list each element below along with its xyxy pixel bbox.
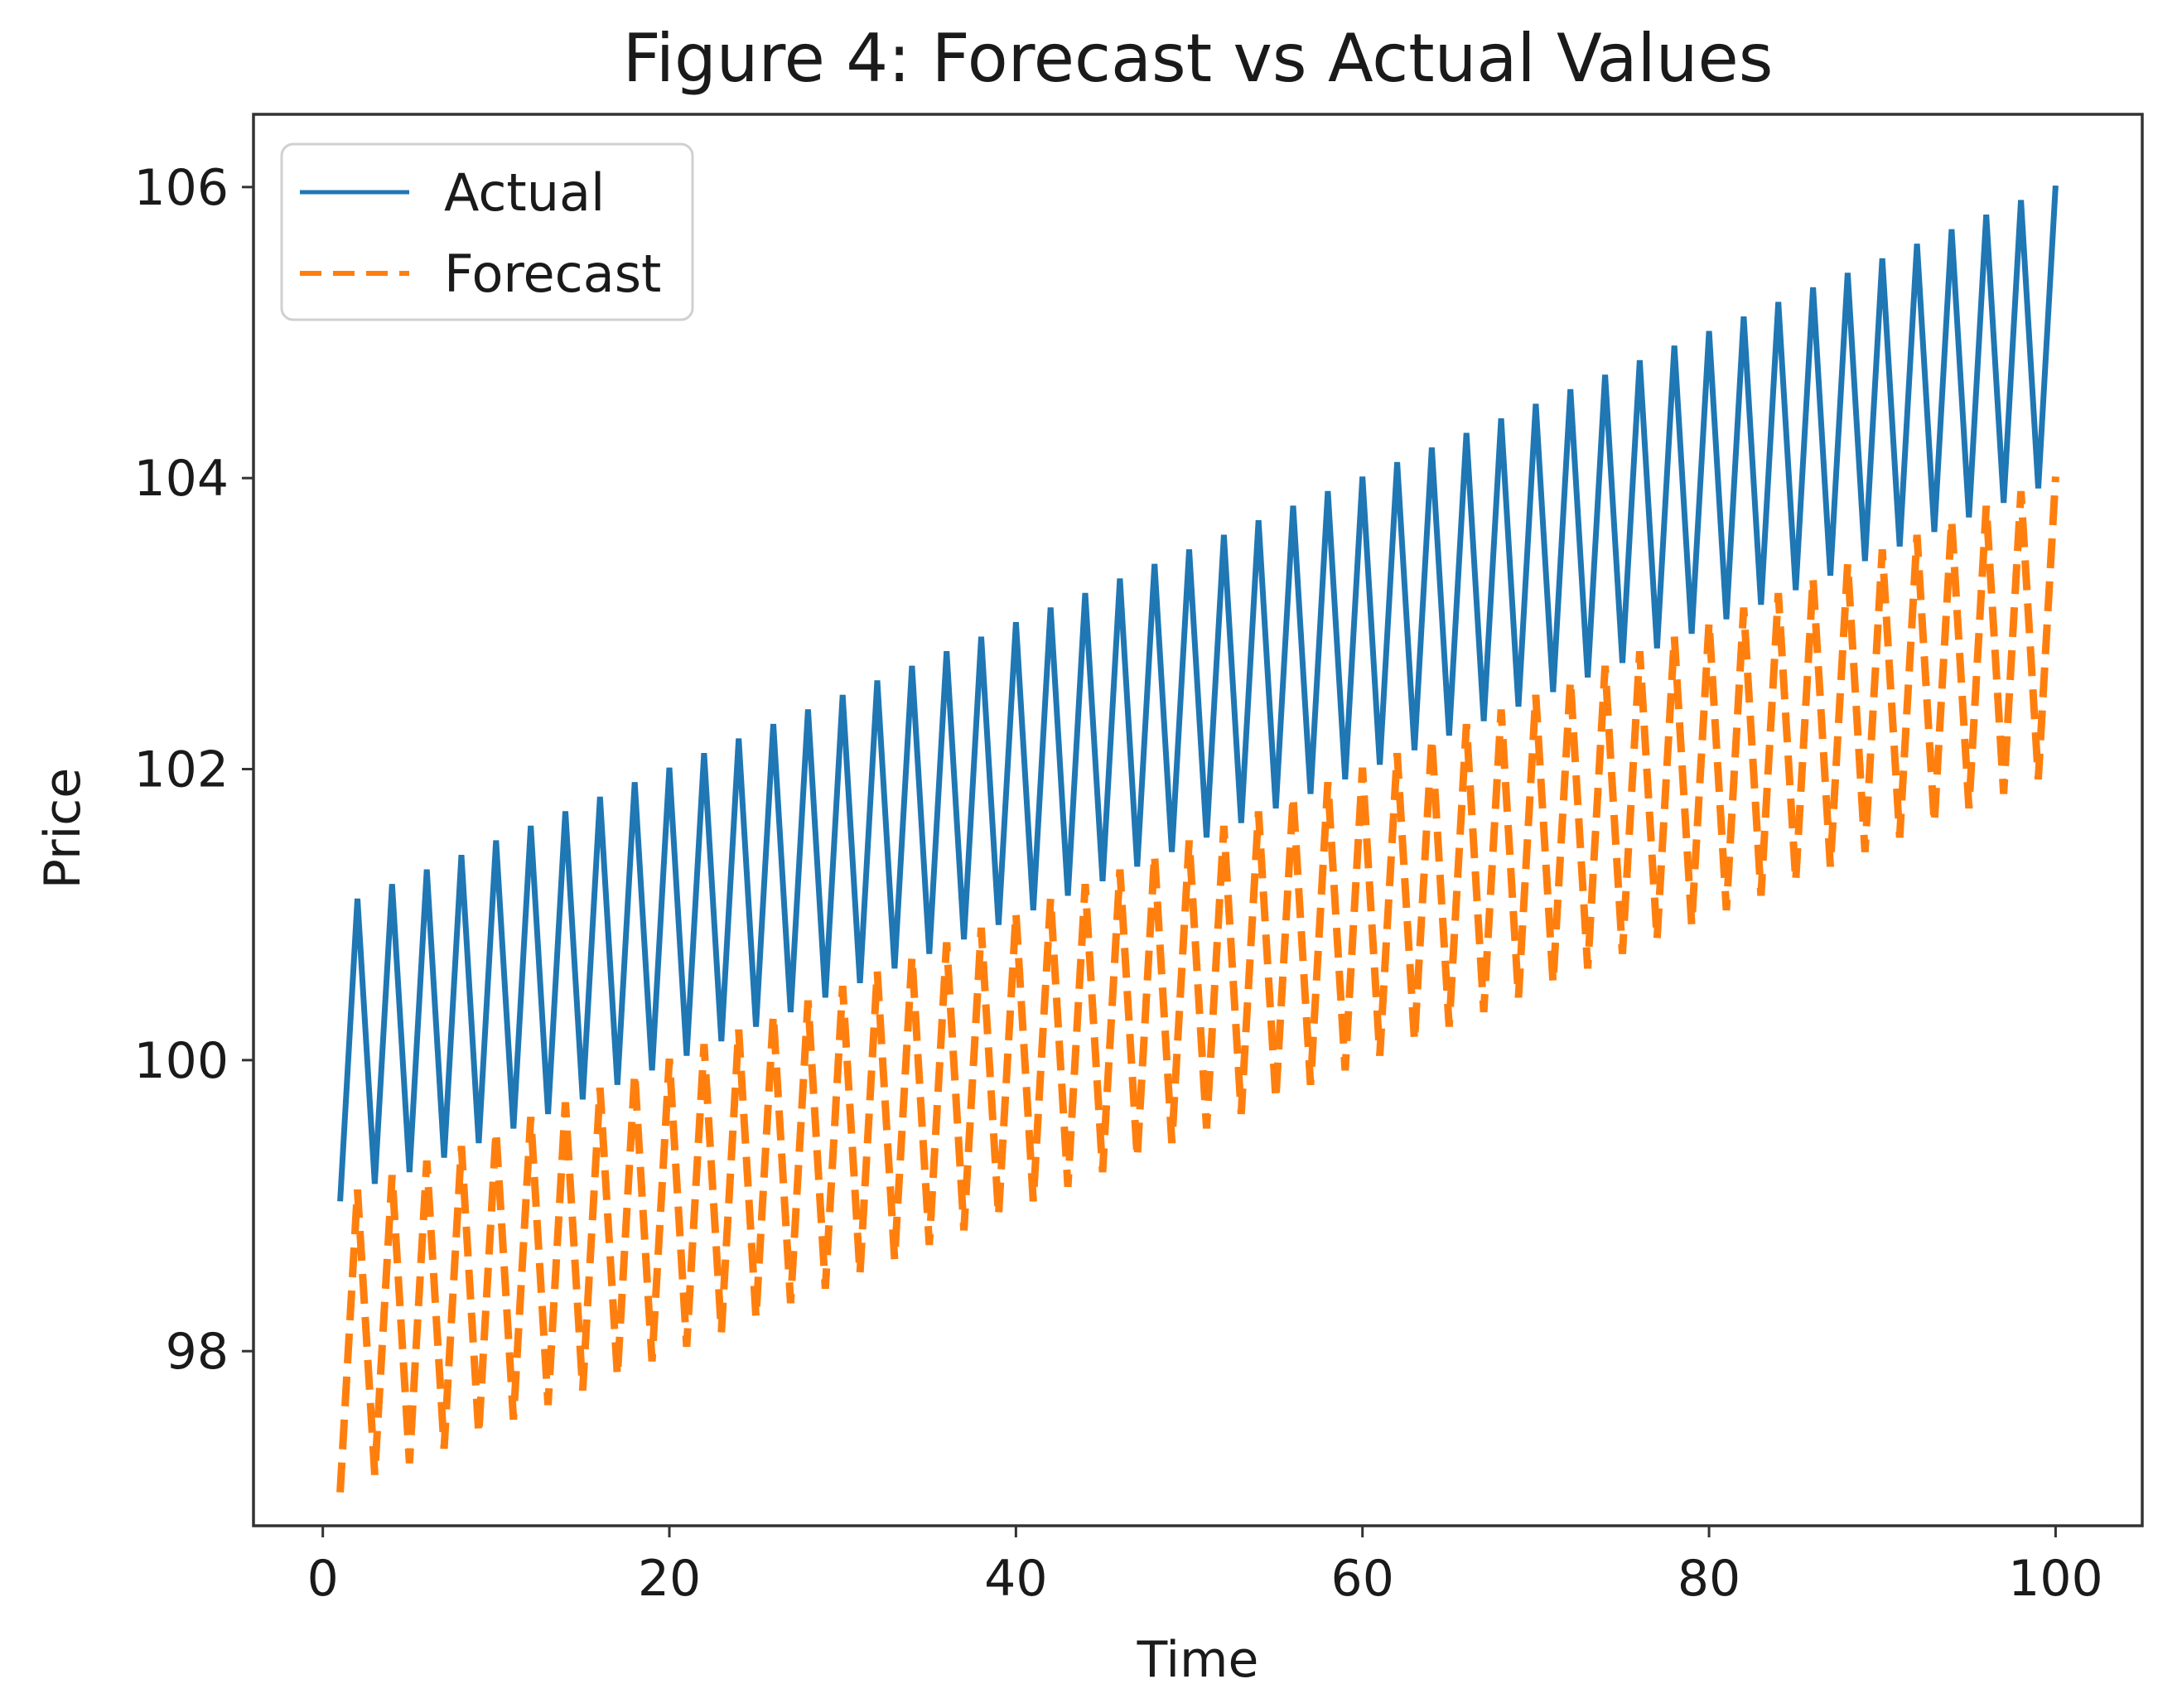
series-line-actual bbox=[337, 185, 2059, 1202]
x-tick-label: 80 bbox=[1678, 1550, 1740, 1608]
x-tick-label: 40 bbox=[984, 1550, 1047, 1608]
x-tick-label: 100 bbox=[2008, 1550, 2103, 1608]
legend-label-forecast: Forecast bbox=[444, 244, 661, 304]
x-tick-label: 20 bbox=[638, 1550, 701, 1608]
y-tick-label: 100 bbox=[133, 1032, 229, 1090]
chart-title: Figure 4: Forecast vs Actual Values bbox=[623, 20, 1774, 97]
axes-layer: 0 20 40 60 80 100 98 100 102 104 106 bbox=[133, 113, 2144, 1608]
x-tick-label: 0 bbox=[307, 1550, 339, 1608]
y-tick-label: 98 bbox=[166, 1323, 229, 1381]
series-line-forecast bbox=[336, 476, 2059, 1493]
y-tick-label: 102 bbox=[133, 741, 229, 799]
y-axis-label: Price bbox=[34, 768, 92, 889]
y-tick-label: 106 bbox=[133, 159, 229, 217]
legend-label-actual: Actual bbox=[444, 162, 605, 223]
legend: Actual Forecast bbox=[280, 142, 694, 321]
x-axis-label: Time bbox=[1137, 1631, 1259, 1689]
series-layer bbox=[336, 185, 2059, 1493]
plot-frame bbox=[252, 113, 2144, 1527]
y-tick-label: 104 bbox=[133, 450, 229, 508]
x-tick-label: 60 bbox=[1331, 1550, 1394, 1608]
